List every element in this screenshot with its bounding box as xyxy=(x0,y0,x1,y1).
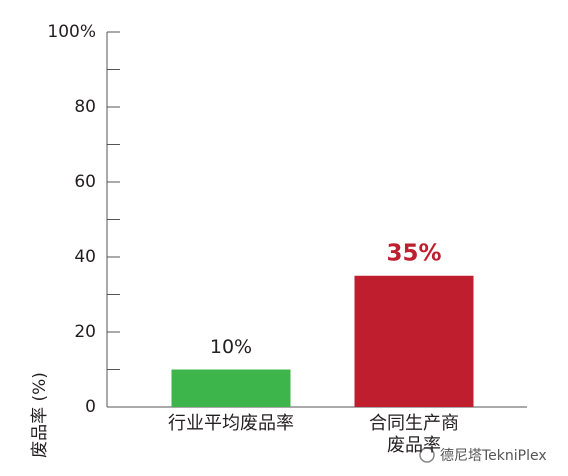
y-tick-label: 80 xyxy=(74,97,96,117)
bar xyxy=(354,275,474,407)
data-label: 35% xyxy=(386,240,441,266)
x-tick-label: 合同生产商废品率 xyxy=(369,413,459,456)
watermark-text: 德尼塔TekniPlex xyxy=(440,448,547,464)
y-tick-label: 0 xyxy=(85,397,96,417)
y-tick-label: 60 xyxy=(74,172,96,192)
bar xyxy=(171,369,291,407)
watermark-icon xyxy=(419,447,435,463)
watermark: 德尼塔TekniPlex xyxy=(419,447,547,464)
x-tick-label: 行业平均废品率 xyxy=(168,413,294,434)
y-axis-label: 废品率 (%) xyxy=(30,372,50,458)
y-tick-label: 20 xyxy=(74,322,96,342)
y-tick-label: 40 xyxy=(74,247,96,267)
y-tick-label: 100% xyxy=(47,22,96,42)
data-label: 10% xyxy=(210,336,252,358)
